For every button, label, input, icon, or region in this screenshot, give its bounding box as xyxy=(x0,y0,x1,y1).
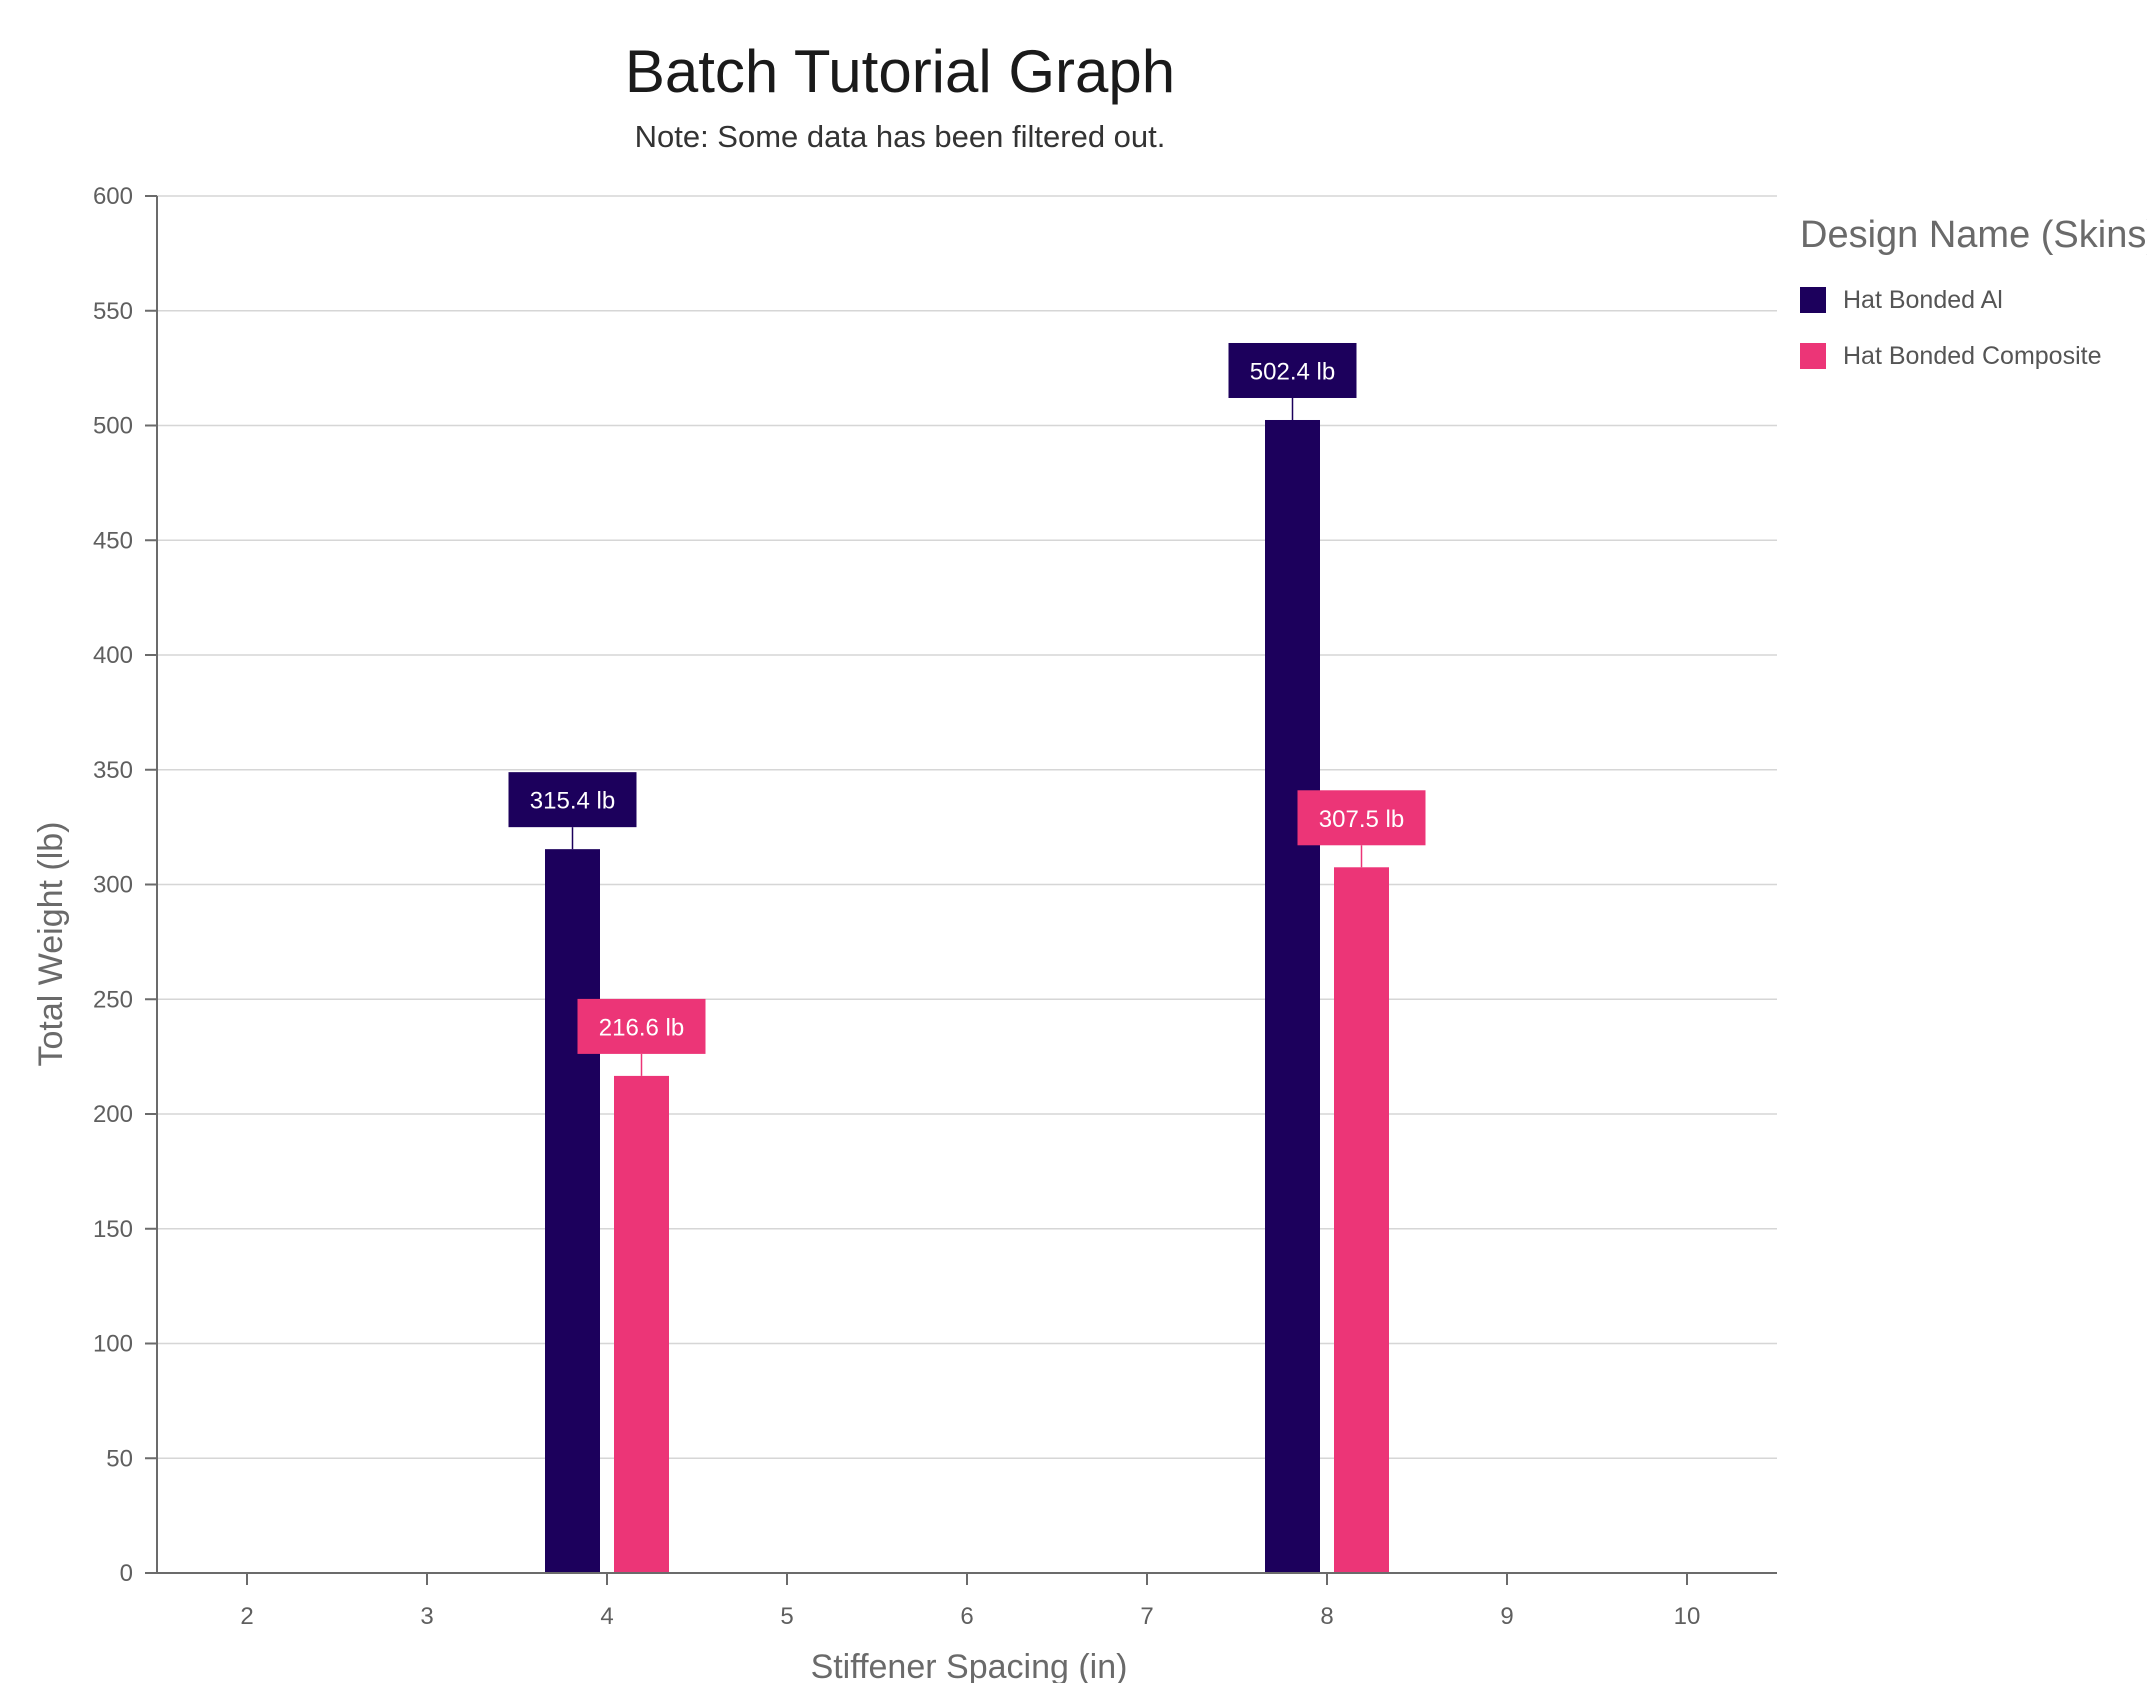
data-label: 307.5 lb xyxy=(1319,806,1404,833)
legend-swatch[interactable] xyxy=(1800,287,1826,313)
legend: Design Name (Skins) Hat Bonded Al Hat Bon… xyxy=(1800,214,2147,370)
bars xyxy=(545,419,1389,1574)
x-tick-label: 8 xyxy=(1320,1603,1333,1630)
y-tick-label: 400 xyxy=(93,642,133,669)
x-axis-title: Stiffener Spacing (in) xyxy=(811,1648,1128,1683)
legend-swatch[interactable] xyxy=(1800,343,1826,369)
data-label-box xyxy=(1297,790,1426,846)
bar[interactable] xyxy=(545,849,600,1573)
y-tick-label: 250 xyxy=(93,986,133,1013)
data-label-box xyxy=(508,772,637,828)
x-tick-label: 5 xyxy=(780,1603,793,1630)
y-tick-label: 600 xyxy=(93,183,133,210)
data-label-box xyxy=(1228,342,1357,398)
y-tick-label: 350 xyxy=(93,757,133,784)
legend-title: Design Name (Skins) xyxy=(1800,214,2147,256)
y-tick-label: 0 xyxy=(120,1560,133,1587)
chart-title: Batch Tutorial Graph xyxy=(625,38,1175,105)
x-tick-label: 10 xyxy=(1674,1603,1701,1630)
y-tick-label: 150 xyxy=(93,1216,133,1243)
x-tick-label: 9 xyxy=(1500,1603,1513,1630)
data-label: 216.6 lb xyxy=(599,1014,684,1041)
legend-label[interactable]: Hat Bonded Composite xyxy=(1843,342,2101,370)
axes: 0 50 100 150 200 250 300 350 400 450 500 550 600 2 3 4 5… xyxy=(93,183,1777,1630)
bar[interactable] xyxy=(614,1075,669,1573)
y-tick-label: 50 xyxy=(106,1445,133,1472)
x-tick-label: 3 xyxy=(420,1603,433,1630)
y-tick-label: 500 xyxy=(93,413,133,440)
data-label-box xyxy=(577,998,706,1054)
x-tick-label: 6 xyxy=(960,1603,973,1630)
y-tick-label: 200 xyxy=(93,1101,133,1128)
x-tick-label: 2 xyxy=(240,1603,253,1630)
bar[interactable] xyxy=(1334,867,1389,1573)
gridlines xyxy=(157,195,1777,1459)
x-tick-label: 4 xyxy=(600,1603,613,1630)
x-tick-label: 7 xyxy=(1140,1603,1153,1630)
y-tick-label: 100 xyxy=(93,1331,133,1358)
y-axis-title: Total Weight (lb) xyxy=(32,821,70,1066)
data-label: 502.4 lb xyxy=(1250,358,1335,385)
y-tick-label: 300 xyxy=(93,872,133,899)
chart-subtitle: Note: Some data has been filtered out. xyxy=(635,119,1166,154)
y-tick-label: 550 xyxy=(93,298,133,325)
data-label: 315.4 lb xyxy=(530,788,615,815)
bar[interactable] xyxy=(1265,419,1320,1574)
data-labels: 315.4 lb 502.4 lb 216.6 lb 307.5 lb xyxy=(508,342,1426,1076)
y-tick-label: 450 xyxy=(93,527,133,554)
legend-label[interactable]: Hat Bonded Al xyxy=(1843,286,2003,314)
